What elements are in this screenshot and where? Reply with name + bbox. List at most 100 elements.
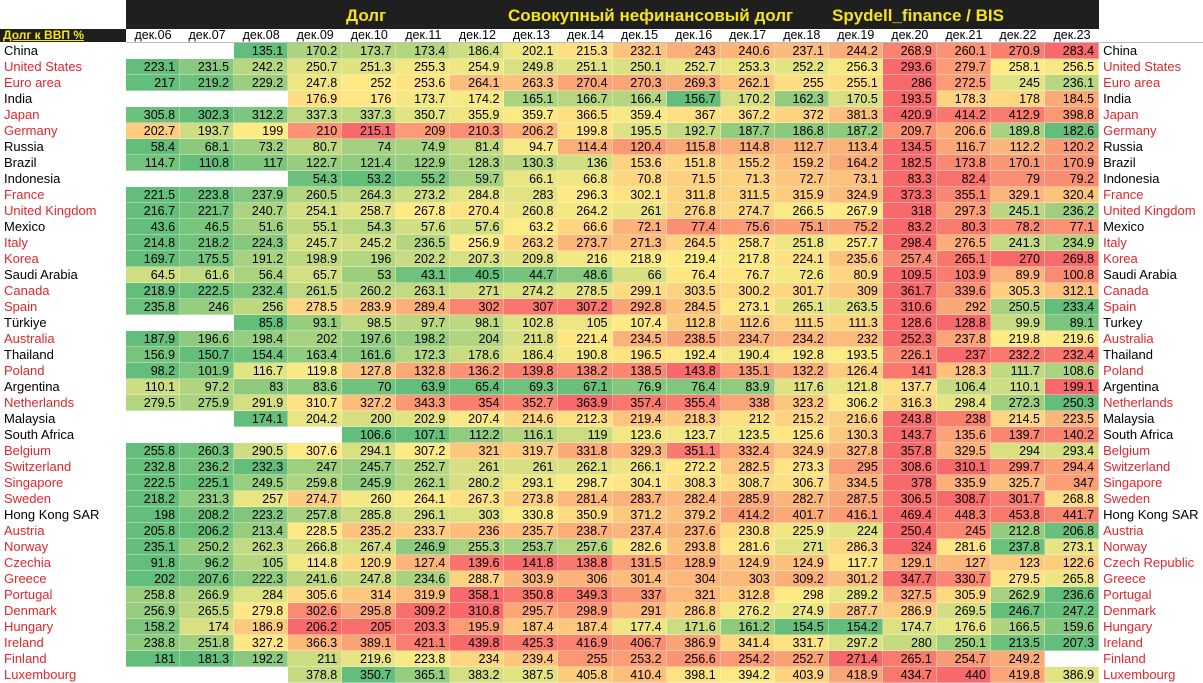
heatmap-cell: 63.2 bbox=[504, 219, 559, 235]
heatmap-cell: 275.9 bbox=[180, 395, 235, 411]
heatmap-cell: 236.1 bbox=[1045, 75, 1100, 91]
heatmap-cell: 349.3 bbox=[558, 587, 613, 603]
heatmap-cell: 305.3 bbox=[990, 283, 1045, 299]
title-band bbox=[126, 0, 1099, 29]
heatmap-cell: 293.1 bbox=[504, 475, 559, 491]
row-label-right: Korea bbox=[1103, 251, 1138, 266]
heatmap-cell: 246.7 bbox=[990, 603, 1045, 619]
heatmap-cell: 255 bbox=[558, 651, 613, 667]
row-label-right: United Kingdom bbox=[1103, 203, 1196, 218]
heatmap-cell: 327.2 bbox=[234, 635, 289, 651]
heatmap-cell: 159.6 bbox=[1045, 619, 1100, 635]
heatmap-cell: 270.4 bbox=[558, 75, 613, 91]
heatmap-cell: 310.1 bbox=[936, 459, 991, 475]
heatmap-cell: 123 bbox=[990, 555, 1045, 571]
heatmap-cell: 113.4 bbox=[828, 139, 883, 155]
heatmap-cell: 439.8 bbox=[450, 635, 505, 651]
heatmap-cell: 231.5 bbox=[180, 59, 235, 75]
heatmap-cell: 236.2 bbox=[180, 459, 235, 475]
heatmap-cell: 367.2 bbox=[720, 107, 775, 123]
heatmap-cell: 182.6 bbox=[1045, 123, 1100, 139]
row-label: Sweden bbox=[4, 491, 51, 506]
heatmap-cell: 245.7 bbox=[288, 235, 343, 251]
heatmap-cell: 111.5 bbox=[774, 315, 829, 331]
heatmap-cell: 327.5 bbox=[882, 587, 937, 603]
heatmap-cell: 218.9 bbox=[126, 283, 181, 299]
heatmap-cell: 139.6 bbox=[450, 555, 505, 571]
heatmap-cell: 302.1 bbox=[612, 187, 667, 203]
heatmap-cell: 117.6 bbox=[774, 379, 829, 395]
title-debt: Долг bbox=[346, 6, 387, 25]
column-header: дек.12 bbox=[450, 29, 506, 43]
heatmap-cell: 298.7 bbox=[558, 475, 613, 491]
row-label: Netherlands bbox=[4, 395, 75, 410]
heatmap-cell: 77.4 bbox=[666, 219, 721, 235]
heatmap-cell: 272.2 bbox=[666, 459, 721, 475]
heatmap-cell: 189.8 bbox=[990, 123, 1045, 139]
row-label: Denmark bbox=[4, 603, 57, 618]
heatmap-cell: 138.8 bbox=[558, 555, 613, 571]
heatmap-cell: 274.7 bbox=[288, 491, 343, 507]
heatmap-cell: 73.1 bbox=[828, 171, 883, 187]
heatmap-cell: 135.1 bbox=[720, 363, 775, 379]
heatmap-cell: 244.2 bbox=[828, 43, 883, 59]
heatmap-cell: 255 bbox=[774, 75, 829, 91]
heatmap-cell: 66 bbox=[612, 267, 667, 283]
row-label-right: Malaysia bbox=[1103, 411, 1155, 426]
heatmap-cell: 237 bbox=[936, 347, 991, 363]
heatmap-cell: 304 bbox=[666, 571, 721, 587]
heatmap-cell: 257.8 bbox=[288, 507, 343, 523]
heatmap-cell: 386.9 bbox=[666, 635, 721, 651]
row-label-right: Indonesia bbox=[1103, 171, 1160, 186]
heatmap-cell: 80.7 bbox=[288, 139, 343, 155]
heatmap-cell: 166.5 bbox=[990, 619, 1045, 635]
heatmap-cell: 389.1 bbox=[342, 635, 397, 651]
heatmap-cell: 202.7 bbox=[126, 123, 181, 139]
heatmap-cell: 441.7 bbox=[1045, 507, 1100, 523]
heatmap-cell: 321 bbox=[450, 443, 505, 459]
heatmap-cell: 209.8 bbox=[504, 251, 559, 267]
heatmap-cell: 206.2 bbox=[180, 523, 235, 539]
row-label: Singapore bbox=[4, 475, 64, 490]
heatmap-cell: 308.3 bbox=[666, 475, 721, 491]
heatmap-cell: 324 bbox=[882, 539, 937, 555]
heatmap-cell: 305.9 bbox=[936, 587, 991, 603]
heatmap-cell: 214.8 bbox=[126, 235, 181, 251]
heatmap-cell: 284.8 bbox=[450, 187, 505, 203]
row-label-right: Austria bbox=[1103, 523, 1144, 538]
heatmap-cell: 159.2 bbox=[774, 155, 829, 171]
heatmap-cell: 242.2 bbox=[234, 59, 289, 75]
heatmap-cell: 126.4 bbox=[828, 363, 883, 379]
heatmap-cell: 44.7 bbox=[504, 267, 559, 283]
heatmap-cell: 164.2 bbox=[828, 155, 883, 171]
heatmap-cell: 266.8 bbox=[288, 539, 343, 555]
heatmap-cell: 106.6 bbox=[342, 427, 397, 443]
heatmap-cell: 123.7 bbox=[666, 427, 721, 443]
row-label: China bbox=[4, 43, 38, 58]
heatmap-cell: 128.6 bbox=[882, 315, 937, 331]
row-label: Malaysia bbox=[4, 411, 56, 426]
heatmap-cell: 232.4 bbox=[1045, 347, 1100, 363]
heatmap-cell: 102.8 bbox=[504, 315, 559, 331]
heatmap-cell: 247.2 bbox=[1045, 603, 1100, 619]
row-label-right: Ireland bbox=[1103, 635, 1143, 650]
heatmap-cell: 269.8 bbox=[1045, 251, 1100, 267]
heatmap-cell: 271.4 bbox=[828, 651, 883, 667]
heatmap-cell: 155.2 bbox=[720, 155, 775, 171]
heatmap-cell: 272.3 bbox=[990, 395, 1045, 411]
heatmap-cell: 268.8 bbox=[1045, 491, 1100, 507]
heatmap-cell: 235.7 bbox=[504, 523, 559, 539]
heatmap-cell: 295 bbox=[828, 459, 883, 475]
row-label-right: Singapore bbox=[1103, 475, 1163, 490]
heatmap-cell: 280.2 bbox=[450, 475, 505, 491]
heatmap-cell: 153.6 bbox=[612, 155, 667, 171]
heatmap-cell: 416.1 bbox=[828, 507, 883, 523]
heatmap-cell: 156.7 bbox=[666, 91, 721, 107]
heatmap-cell: 301.7 bbox=[774, 283, 829, 299]
heatmap-cell: 131.5 bbox=[612, 555, 667, 571]
heatmap-cell: 216 bbox=[558, 251, 613, 267]
heatmap-cell: 57.6 bbox=[396, 219, 451, 235]
heatmap-cell: 279.5 bbox=[126, 395, 181, 411]
heatmap-cell: 74 bbox=[342, 139, 397, 155]
heatmap-cell bbox=[126, 411, 181, 427]
